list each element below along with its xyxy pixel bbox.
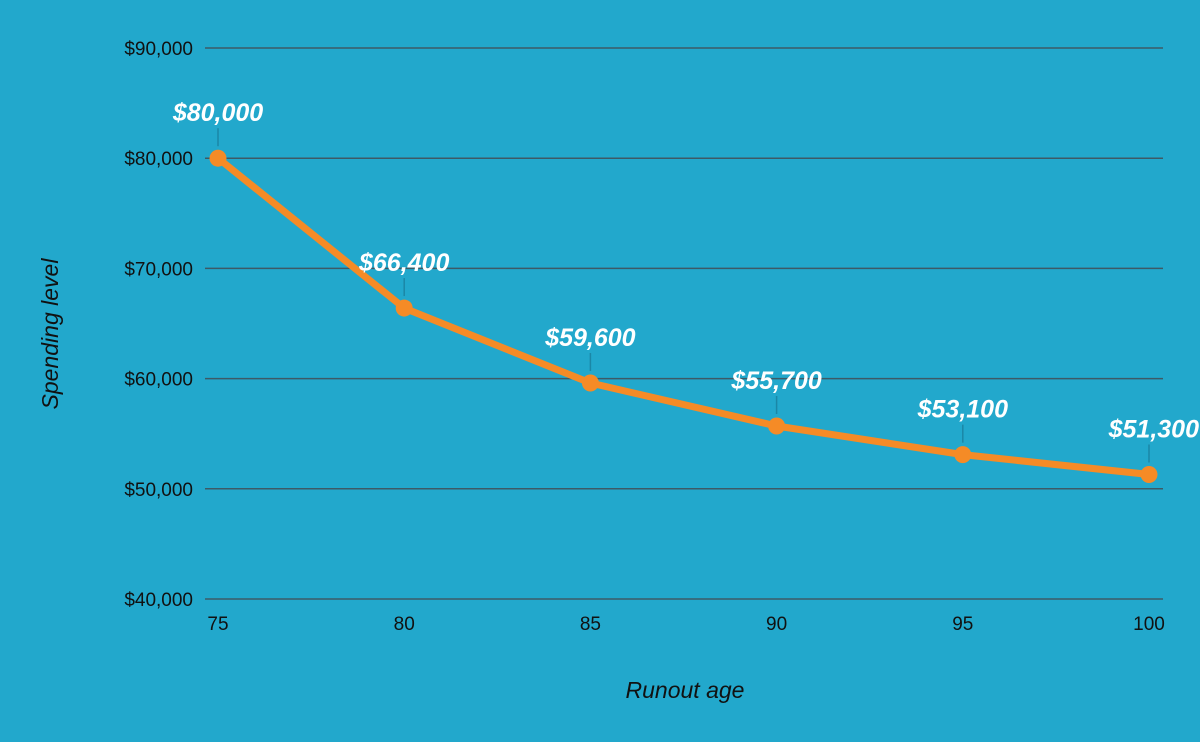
x-axis-title: Runout age: [626, 677, 745, 703]
x-tick-label: 90: [766, 614, 787, 635]
data-label: $66,400: [358, 249, 449, 277]
y-tick-label: $80,000: [124, 149, 193, 170]
data-point: [209, 149, 227, 167]
x-tick-label: 75: [207, 614, 228, 635]
data-point: [395, 299, 413, 317]
data-labels: $80,000 $66,400 $59,600 $55,700 $53,100 $51,3…: [172, 99, 1199, 443]
data-label: $51,300: [1108, 415, 1199, 443]
data-point: [768, 417, 786, 435]
y-tick-label: $50,000: [124, 480, 193, 501]
y-axis-title: Spending level: [37, 258, 63, 410]
y-tick-label: $40,000: [124, 590, 193, 611]
gridlines: [205, 47, 1163, 600]
data-point: [1140, 465, 1158, 483]
data-point: [954, 446, 972, 464]
x-tick-label: 100: [1133, 614, 1165, 635]
y-tick-label: $70,000: [124, 259, 193, 280]
x-axis-ticks: 75 80 85 90 95 100: [207, 614, 1164, 635]
data-label: $53,100: [917, 396, 1008, 424]
data-label-leaders: [217, 128, 1150, 463]
data-label: $59,600: [544, 324, 635, 352]
x-tick-label: 85: [580, 614, 601, 635]
series-line: [214, 154, 1153, 478]
y-axis-ticks: $40,000 $50,000 $60,000 $70,000 $80,000 $90,0…: [124, 39, 193, 611]
x-tick-label: 80: [394, 614, 415, 635]
series-spending-level: [209, 149, 1158, 483]
y-tick-label: $60,000: [124, 370, 193, 391]
data-label: $55,700: [730, 367, 821, 395]
x-tick-label: 95: [952, 614, 973, 635]
data-label: $80,000: [172, 99, 263, 127]
data-point: [581, 374, 599, 392]
y-tick-label: $90,000: [124, 39, 193, 60]
